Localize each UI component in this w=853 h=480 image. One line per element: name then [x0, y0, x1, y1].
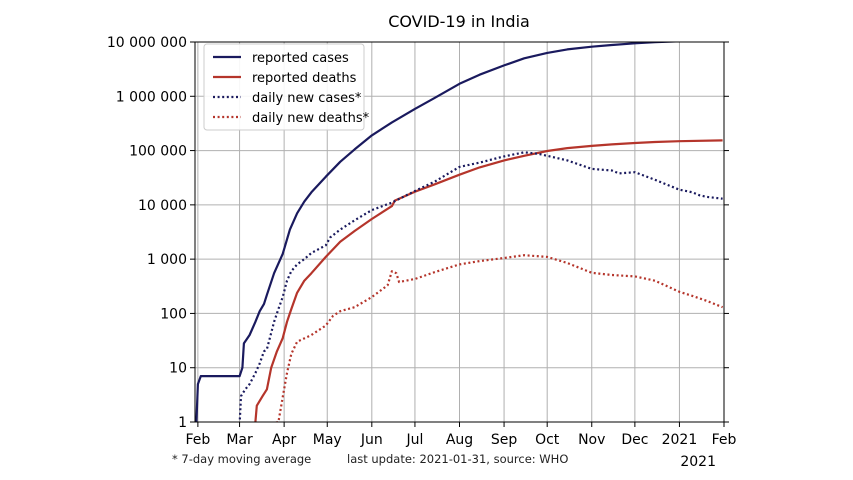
y-tick-label: 1 000	[147, 252, 187, 268]
legend: reported cases reported deaths daily new c…	[203, 43, 370, 131]
annotation-moving-average: * 7-day moving average	[172, 452, 311, 466]
x-tick-label: Feb	[712, 432, 737, 448]
series-line-4	[273, 254, 724, 422]
x-tick-label: Aug	[446, 432, 473, 448]
series-line-3	[195, 151, 723, 422]
y-tick-label: 10 000	[138, 198, 187, 214]
series-layer	[195, 42, 724, 422]
tick-layer: 1 10 100 1 000 10 000 100 000 1 000 000 10 000 …	[107, 35, 737, 448]
legend-label-4: daily new deaths*	[252, 111, 370, 126]
legend-label-1: reported cases	[252, 51, 349, 66]
series-line-1	[195, 42, 697, 422]
x-tick-label: Oct	[535, 432, 560, 448]
y-tick-label: 10	[169, 361, 187, 377]
x-tick-label: Apr	[272, 432, 296, 448]
chart-title: COVID-19 in India	[388, 12, 530, 31]
x-tick-label: Jul	[405, 432, 423, 448]
annotation-source: last update: 2021-01-31, source: WHO	[347, 452, 568, 466]
x-tick-label: May	[313, 432, 342, 448]
x-tick-label: Sep	[491, 432, 518, 448]
x-tick-label: Jun	[360, 432, 383, 448]
x-tick-label: Nov	[578, 432, 605, 448]
x-year-label: 2021	[680, 454, 716, 470]
x-tick-label: Mar	[226, 432, 253, 448]
y-tick-label: 1	[178, 415, 187, 431]
legend-label-2: reported deaths	[252, 71, 357, 86]
y-tick-label: 100 000	[129, 144, 187, 160]
y-tick-label: 100	[160, 306, 187, 322]
x-tick-label: 2021	[662, 432, 698, 448]
y-tick-label: 10 000 000	[107, 35, 187, 51]
legend-box	[203, 43, 365, 131]
x-tick-label: Dec	[621, 432, 648, 448]
series-line-2	[254, 139, 723, 422]
y-tick-label: 1 000 000	[116, 89, 187, 105]
x-tick-label: Feb	[185, 432, 210, 448]
legend-label-3: daily new cases*	[252, 91, 362, 106]
